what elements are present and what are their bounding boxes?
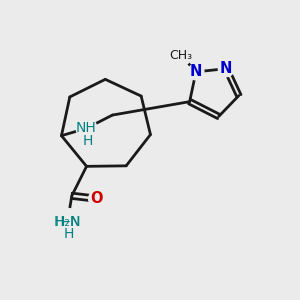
- Circle shape: [54, 208, 81, 235]
- Text: N: N: [220, 61, 232, 76]
- Circle shape: [54, 209, 81, 236]
- Text: H: H: [64, 227, 74, 241]
- Circle shape: [76, 118, 97, 139]
- Circle shape: [88, 190, 105, 207]
- Text: NH: NH: [76, 121, 97, 135]
- Circle shape: [188, 64, 204, 80]
- Text: N: N: [190, 64, 202, 80]
- Text: O: O: [91, 191, 103, 206]
- Text: CH₃: CH₃: [169, 49, 193, 62]
- Text: H–N: H–N: [54, 215, 81, 229]
- Circle shape: [218, 61, 234, 76]
- Circle shape: [171, 45, 191, 66]
- Text: H₂N: H₂N: [54, 215, 80, 229]
- Circle shape: [55, 210, 80, 235]
- Text: H: H: [82, 134, 93, 148]
